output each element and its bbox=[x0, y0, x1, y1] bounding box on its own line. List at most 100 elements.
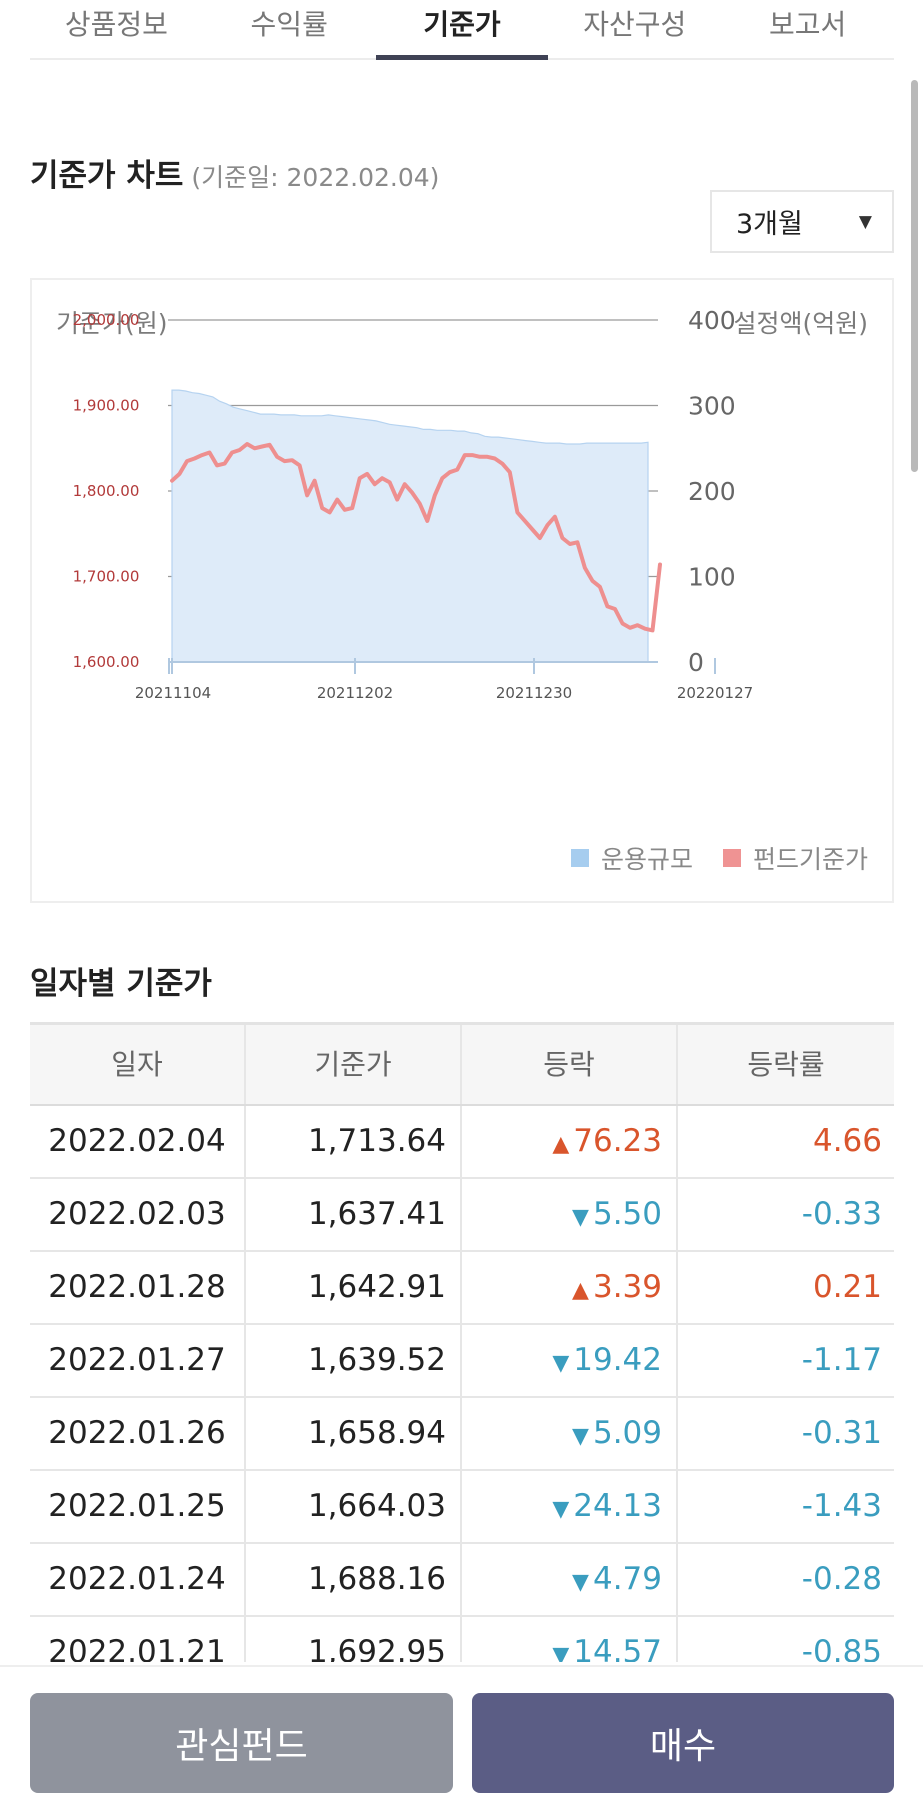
cell-date: 2022.01.27 bbox=[30, 1325, 246, 1396]
cell-price: 1,658.94 bbox=[246, 1398, 462, 1469]
table-row: 2022.01.24 1,688.16 ▼ 4.79 -0.28 bbox=[30, 1544, 894, 1617]
triangle-down-icon: ▼ bbox=[572, 1570, 589, 1595]
cell-rate: -0.31 bbox=[801, 1415, 882, 1451]
cell-price: 1,642.91 bbox=[246, 1252, 462, 1323]
table-row: 2022.02.04 1,713.64 ▲ 76.23 4.66 bbox=[30, 1106, 894, 1179]
change-value: 3.39 bbox=[592, 1269, 662, 1305]
left-tick-label: 2,000.00 bbox=[73, 311, 140, 329]
table-row: 2022.01.28 1,642.91 ▲ 3.39 0.21 bbox=[30, 1252, 894, 1325]
right-tick-label: 0 bbox=[688, 648, 704, 677]
right-axis-title: 설정액(억원) bbox=[733, 309, 868, 338]
legend-label-aum: 운용규모 bbox=[600, 845, 693, 874]
tab-nav-price[interactable]: 기준가 bbox=[375, 0, 549, 60]
cell-price: 1,688.16 bbox=[246, 1544, 462, 1615]
table-row: 2022.01.27 1,639.52 ▼ 19.42 -1.17 bbox=[30, 1325, 894, 1398]
change-value: 19.42 bbox=[573, 1342, 662, 1378]
right-tick-label: 200 bbox=[688, 477, 736, 506]
right-tick-label: 100 bbox=[688, 563, 736, 592]
left-tick-label: 1,600.00 bbox=[73, 653, 140, 671]
triangle-up-icon: ▲ bbox=[572, 1278, 589, 1303]
right-tick-label: 300 bbox=[688, 392, 736, 421]
left-tick-label: 1,700.00 bbox=[73, 568, 140, 586]
cell-change: ▼ 4.79 bbox=[462, 1544, 678, 1615]
x-tick-label: 20211202 bbox=[317, 684, 393, 702]
buy-button[interactable]: 매수 bbox=[472, 1693, 894, 1793]
cell-change: ▼ 5.50 bbox=[462, 1179, 678, 1250]
chart-title-text: 기준가 차트 bbox=[30, 158, 184, 194]
left-tick-label: 1,900.00 bbox=[73, 397, 140, 415]
tab-returns[interactable]: 수익률 bbox=[250, 8, 328, 41]
cell-date: 2022.01.26 bbox=[30, 1398, 246, 1469]
cell-rate: -1.17 bbox=[801, 1342, 882, 1378]
change-value: 24.13 bbox=[573, 1488, 662, 1524]
change-value: 76.23 bbox=[573, 1123, 662, 1159]
footer-bar: 관심펀드 매수 bbox=[0, 1665, 923, 1807]
table-row: 2022.02.03 1,637.41 ▼ 5.50 -0.33 bbox=[30, 1179, 894, 1252]
legend-item-nav[interactable]: 펀드기준가 bbox=[722, 840, 868, 876]
cell-date: 2022.01.24 bbox=[30, 1544, 246, 1615]
right-tick-label: 400 bbox=[688, 306, 736, 335]
header-date: 일자 bbox=[30, 1025, 246, 1104]
cell-price: 1,692.95 bbox=[246, 1617, 462, 1662]
nav-chart: 기준가(원) 설정액(억원) 2,000.00 400 1,900.00 300 1,8… bbox=[30, 278, 894, 903]
triangle-down-icon: ▼ bbox=[572, 1205, 589, 1230]
cell-change: ▲ 76.23 bbox=[462, 1106, 678, 1177]
table-header: 일자 기준가 등락 등락률 bbox=[30, 1022, 894, 1106]
triangle-up-icon: ▲ bbox=[552, 1132, 570, 1157]
table-row: 2022.01.26 1,658.94 ▼ 5.09 -0.31 bbox=[30, 1398, 894, 1471]
chart-legend: 운용규모 펀드기준가 bbox=[570, 840, 868, 876]
favorite-fund-button[interactable]: 관심펀드 bbox=[30, 1693, 453, 1793]
legend-item-aum[interactable]: 운용규모 bbox=[570, 840, 693, 876]
cell-change: ▼ 24.13 bbox=[462, 1471, 678, 1542]
tab-reports[interactable]: 보고서 bbox=[768, 8, 847, 41]
cell-price: 1,637.41 bbox=[246, 1179, 462, 1250]
chart-section-title: 기준가 차트 (기준일: 2022.02.04) bbox=[30, 150, 439, 195]
cell-rate: -0.28 bbox=[801, 1561, 882, 1597]
aum-area bbox=[171, 389, 649, 663]
header-rate: 등락률 bbox=[747, 1048, 825, 1081]
cell-change: ▼ 14.57 bbox=[462, 1617, 678, 1662]
change-value: 5.09 bbox=[592, 1415, 662, 1451]
table-row: 2022.01.25 1,664.03 ▼ 24.13 -1.43 bbox=[30, 1471, 894, 1544]
change-value: 4.79 bbox=[592, 1561, 662, 1597]
change-value: 5.50 bbox=[592, 1196, 662, 1232]
tab-product-info[interactable]: 상품정보 bbox=[64, 8, 168, 41]
legend-swatch-aum bbox=[570, 849, 589, 867]
cell-price: 1,713.64 bbox=[246, 1106, 462, 1177]
period-select-value: 3개월 bbox=[736, 209, 803, 240]
header-change: 등락 bbox=[462, 1025, 678, 1104]
cell-change: ▲ 3.39 bbox=[462, 1252, 678, 1323]
cell-rate: -0.85 bbox=[801, 1634, 882, 1662]
legend-swatch-nav bbox=[722, 849, 741, 867]
legend-label-nav: 펀드기준가 bbox=[752, 845, 868, 874]
triangle-down-icon: ▼ bbox=[552, 1497, 570, 1522]
cell-change: ▼ 19.42 bbox=[462, 1325, 678, 1396]
tab-asset-composition[interactable]: 자산구성 bbox=[583, 8, 687, 41]
chart-base-date: (기준일: 2022.02.04) bbox=[191, 163, 440, 192]
daily-nav-table: 일자 기준가 등락 등락률 2022.02.04 1,713.64 ▲ 76.23 4.… bbox=[30, 1022, 894, 1662]
cell-price: 1,664.03 bbox=[246, 1471, 462, 1542]
tab-bar: 상품정보 수익률 기준가 자산구성 보고서 bbox=[30, 0, 894, 60]
cell-rate: 0.21 bbox=[812, 1269, 882, 1305]
daily-nav-title: 일자별 기준가 bbox=[30, 966, 212, 1002]
cell-rate: 4.66 bbox=[812, 1123, 882, 1159]
cell-rate: -0.33 bbox=[801, 1196, 882, 1232]
cell-date: 2022.01.21 bbox=[30, 1617, 246, 1662]
caret-down-icon: ▼ bbox=[858, 211, 872, 232]
period-select[interactable]: 3개월 ▼ bbox=[710, 190, 894, 253]
page-scrollbar[interactable] bbox=[911, 80, 918, 472]
cell-date: 2022.02.04 bbox=[30, 1106, 246, 1177]
cell-date: 2022.02.03 bbox=[30, 1179, 246, 1250]
x-tick-label: 20211230 bbox=[496, 684, 572, 702]
left-tick-label: 1,800.00 bbox=[73, 482, 140, 500]
cell-price: 1,639.52 bbox=[246, 1325, 462, 1396]
nav-line bbox=[170, 442, 662, 633]
left-axis-title: 기준가(원) bbox=[56, 309, 168, 338]
table-row: 2022.01.21 1,692.95 ▼ 14.57 -0.85 bbox=[30, 1617, 894, 1662]
triangle-down-icon: ▼ bbox=[552, 1643, 570, 1662]
triangle-down-icon: ▼ bbox=[572, 1424, 589, 1449]
change-value: 14.57 bbox=[573, 1634, 662, 1662]
x-tick-label: 20211104 bbox=[135, 684, 211, 702]
cell-rate: -1.43 bbox=[801, 1488, 882, 1524]
x-tick-label: 20220127 bbox=[677, 684, 753, 702]
